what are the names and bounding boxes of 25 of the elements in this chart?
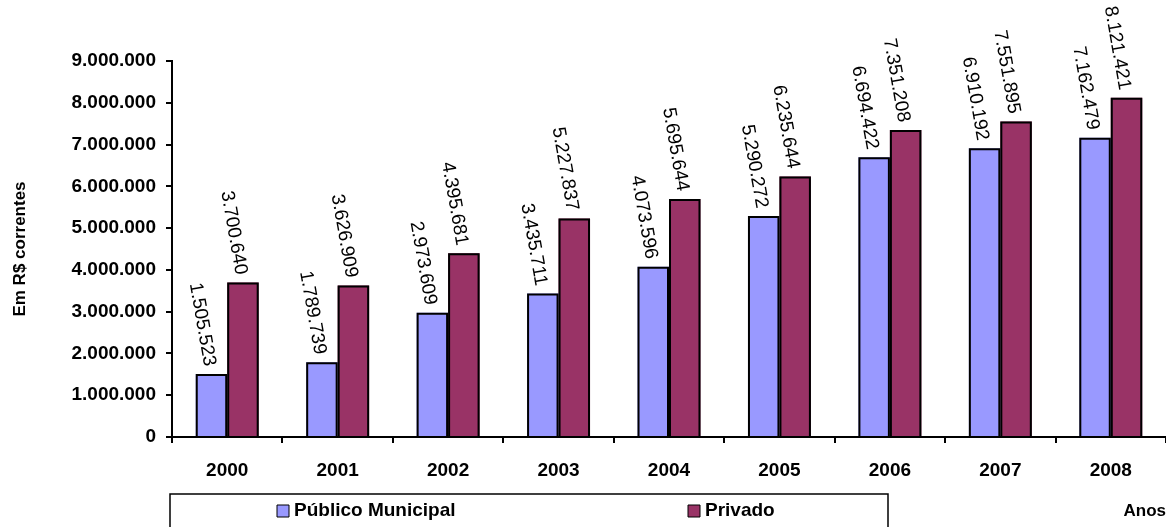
x-tick-label: 2003 (537, 458, 580, 480)
y-tick-label: 8.000.000 (71, 91, 156, 113)
legend-label: Privado (705, 499, 775, 521)
data-label: 1.505.523 (185, 280, 222, 368)
y-tick-label: 6.000.000 (71, 174, 156, 196)
x-tick-label: 2005 (758, 458, 801, 480)
x-tick-label: 2000 (206, 458, 249, 480)
legend-label: Público Municipal (294, 499, 456, 521)
x-tick-label: 2004 (647, 458, 691, 480)
y-tick-label: 9.000.000 (71, 49, 156, 71)
data-label: 3.700.640 (217, 189, 253, 276)
x-tick-label: 2006 (868, 458, 912, 480)
y-axis-title: Em R$ correntes (9, 181, 29, 317)
y-tick-label: 0 (145, 425, 156, 447)
y-tick-label: 5.000.000 (71, 216, 156, 238)
x-axis-title: Anos (1123, 501, 1166, 521)
x-tick-label: 2007 (979, 458, 1022, 480)
x-tick-label: 2008 (1089, 458, 1132, 480)
y-tick-label: 1.000.000 (71, 383, 156, 405)
y-tick-label: 2.000.000 (71, 341, 156, 363)
y-tick-label: 4.000.000 (71, 258, 156, 280)
y-tick-label: 7.000.000 (71, 132, 156, 154)
y-tick-label: 3.000.000 (71, 299, 156, 321)
x-tick-label: 2001 (316, 458, 360, 480)
x-tick-label: 2002 (426, 458, 470, 480)
